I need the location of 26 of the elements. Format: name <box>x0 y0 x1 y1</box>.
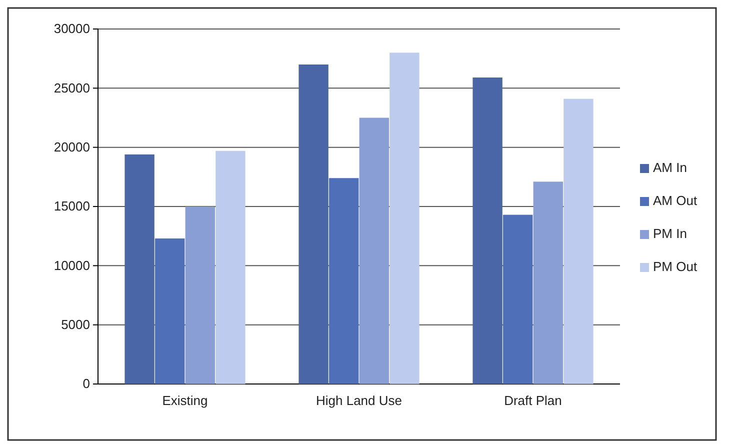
y-tick-label: 0 <box>82 376 90 392</box>
bar <box>298 64 328 384</box>
bar <box>155 238 185 384</box>
bar <box>390 52 420 384</box>
legend-label: PM In <box>653 226 687 241</box>
legend-label: AM Out <box>653 193 698 208</box>
legend-label: AM In <box>653 160 687 175</box>
y-tick-label: 30000 <box>54 21 90 36</box>
x-tick-label: Existing <box>162 393 208 408</box>
y-tick-label: 15000 <box>54 198 90 214</box>
bar <box>533 182 563 384</box>
bar <box>564 98 594 384</box>
y-tick-label: 10000 <box>54 258 90 273</box>
legend-label: PM Out <box>653 259 698 274</box>
bar <box>329 178 359 384</box>
y-tick-label: 5000 <box>61 316 90 332</box>
bar <box>185 206 215 384</box>
x-tick-label: High Land Use <box>316 393 402 408</box>
bar <box>124 154 154 384</box>
y-tick-label: 20000 <box>54 139 90 154</box>
bar <box>472 78 502 384</box>
bar <box>503 214 533 384</box>
bar <box>359 118 389 384</box>
x-tick-label: Draft Plan <box>504 393 562 408</box>
bar <box>216 150 246 384</box>
y-tick-label: 25000 <box>54 80 90 96</box>
